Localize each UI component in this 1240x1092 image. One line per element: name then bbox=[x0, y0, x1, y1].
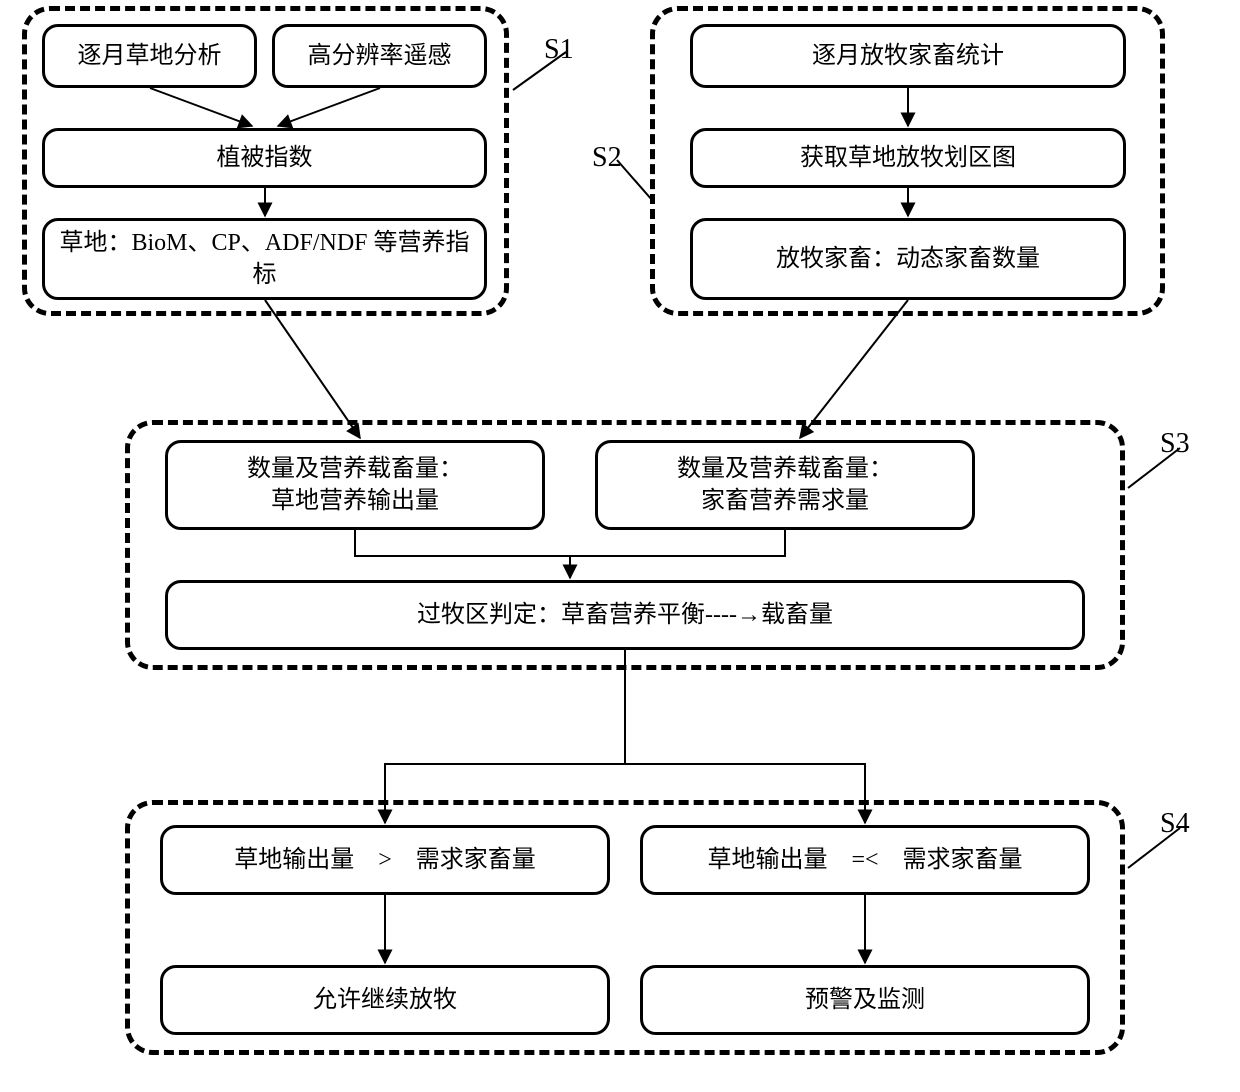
node-grazing-zone-map: 获取草地放牧划区图 bbox=[690, 128, 1126, 188]
node-high-res-remote-sensing: 高分辨率遥感 bbox=[272, 24, 487, 88]
node-allow-grazing: 允许继续放牧 bbox=[160, 965, 610, 1035]
label-s4: S4 bbox=[1160, 808, 1190, 840]
node-vegetation-index: 植被指数 bbox=[42, 128, 487, 188]
node-warning-monitoring: 预警及监测 bbox=[640, 965, 1090, 1035]
node-overgrazing-determination: 过牧区判定：草畜营养平衡----→载畜量 bbox=[165, 580, 1085, 650]
node-output-le-demand: 草地输出量 =< 需求家畜量 bbox=[640, 825, 1090, 895]
node-output-gt-demand: 草地输出量 > 需求家畜量 bbox=[160, 825, 610, 895]
node-grassland-nutrition-metrics: 草地：BioM、CP、ADF/NDF 等营养指标 bbox=[42, 218, 487, 300]
label-s2: S2 bbox=[592, 142, 622, 174]
node-dynamic-livestock-count: 放牧家畜：动态家畜数量 bbox=[690, 218, 1126, 300]
node-livestock-nutrition-demand: 数量及营养载畜量： 家畜营养需求量 bbox=[595, 440, 975, 530]
label-s3: S3 bbox=[1160, 428, 1190, 460]
node-monthly-livestock-stats: 逐月放牧家畜统计 bbox=[690, 24, 1126, 88]
node-grassland-nutrition-output: 数量及营养载畜量： 草地营养输出量 bbox=[165, 440, 545, 530]
label-s1: S1 bbox=[544, 34, 574, 66]
node-monthly-grassland-analysis: 逐月草地分析 bbox=[42, 24, 257, 88]
